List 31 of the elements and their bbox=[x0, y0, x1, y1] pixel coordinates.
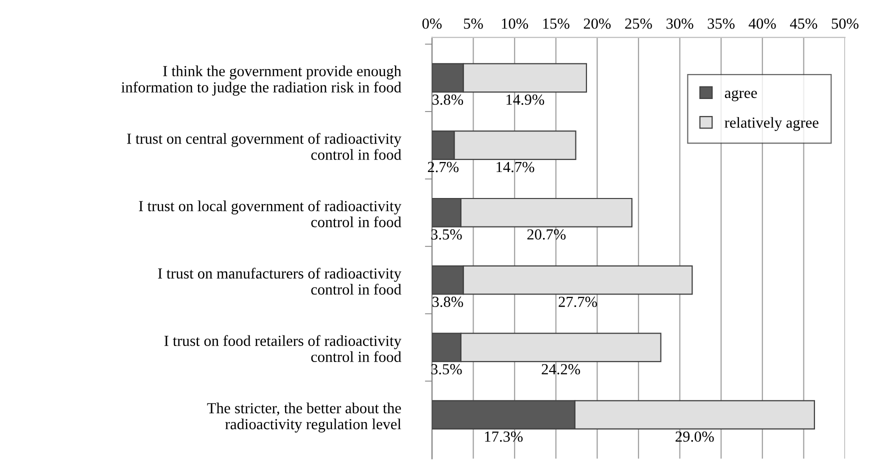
y-tick-label: I trust on local government of radioactivity control in food bbox=[138, 200, 402, 228]
data-label: 20.7% bbox=[527, 229, 566, 240]
x-tick-label: 0% bbox=[422, 18, 442, 29]
x-tick-label: 25% bbox=[625, 18, 652, 29]
y-tick-label: I think the government provide enough information to judge the radiation risk in food bbox=[121, 66, 402, 96]
x-tick-label: 50% bbox=[832, 18, 858, 29]
x-tick-label: 30% bbox=[666, 18, 694, 29]
x-tick-label: 10% bbox=[502, 18, 528, 29]
x-tick-label: 35% bbox=[708, 18, 735, 29]
data-label: 3.8% bbox=[432, 94, 464, 105]
data-label: 24.2% bbox=[542, 364, 580, 374]
y-tick-label: The stricter, the better about the radioactivity regulation level bbox=[207, 402, 402, 432]
x-tick-label: 15% bbox=[543, 18, 570, 29]
y-tick-label: I trust on manufacturers of radioactivity control in food bbox=[158, 268, 402, 295]
data-label: 17.3% bbox=[485, 431, 523, 442]
data-label: 3.5% bbox=[431, 364, 462, 374]
data-label: 29.0% bbox=[676, 431, 714, 442]
data-label: 3.5% bbox=[431, 229, 462, 240]
data-label: 14.7% bbox=[496, 162, 534, 172]
y-tick-label: I trust on food retailers of radioactivity control in food bbox=[164, 335, 402, 362]
data-label: 14.9% bbox=[506, 94, 544, 105]
x-tick-label: 5% bbox=[464, 18, 483, 29]
x-tick-label: 40% bbox=[748, 18, 776, 29]
x-tick-label: 45% bbox=[790, 18, 818, 29]
y-tick-label: I trust on central government of radioactivity control in food bbox=[127, 132, 402, 160]
data-label: 3.8% bbox=[432, 296, 464, 308]
legend-label: agree bbox=[724, 90, 757, 102]
data-label: 27.7% bbox=[558, 296, 597, 308]
legend-label: relatively agree bbox=[724, 117, 818, 131]
x-tick-label: 20% bbox=[584, 18, 611, 29]
data-label: 2.7% bbox=[428, 162, 459, 172]
